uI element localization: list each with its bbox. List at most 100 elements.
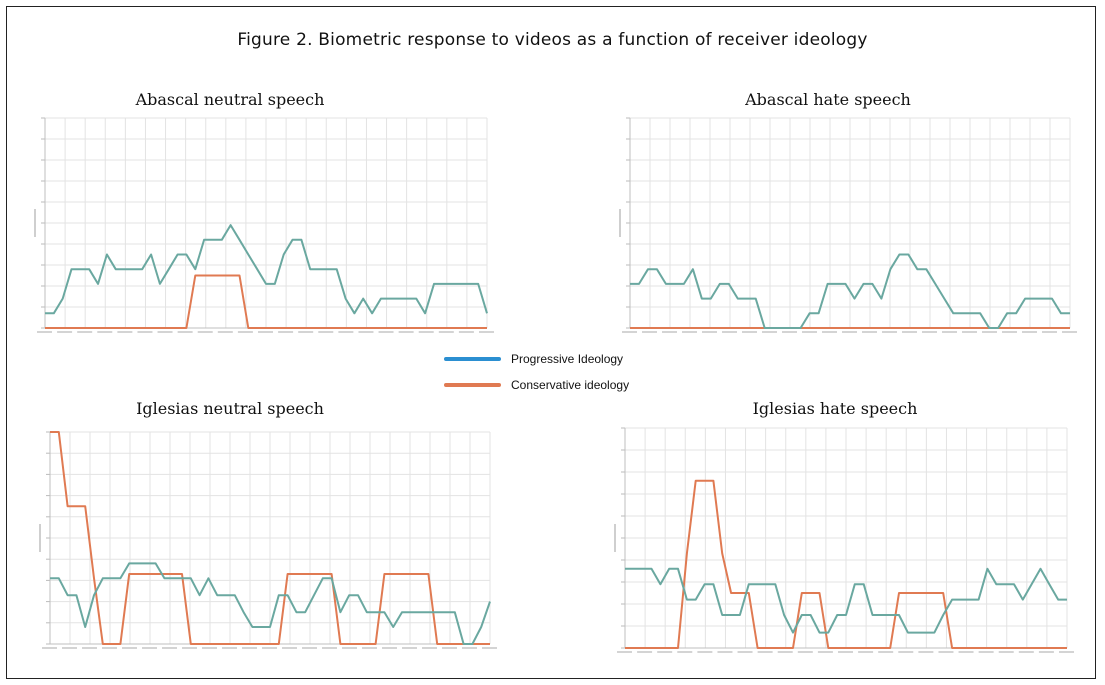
x-tick-mark xyxy=(102,647,117,649)
x-tick-mark xyxy=(697,651,713,653)
x-tick-mark xyxy=(157,331,173,333)
x-tick-mark xyxy=(717,651,733,653)
x-tick-mark xyxy=(777,651,793,653)
x-tick-mark xyxy=(902,331,917,333)
x-tick-mark xyxy=(318,331,334,333)
series-progressive-line xyxy=(625,567,1067,634)
x-tick-mark xyxy=(482,647,497,649)
x-tick-mark xyxy=(1018,651,1034,653)
x-tick-mark xyxy=(438,331,454,333)
chart-0 xyxy=(34,117,494,333)
x-tick-mark xyxy=(737,651,753,653)
x-tick-mark xyxy=(338,331,354,333)
x-tick-mark xyxy=(797,651,813,653)
x-tick-mark xyxy=(878,651,894,653)
x-tick-mark xyxy=(402,647,417,649)
x-tick-mark xyxy=(117,331,133,333)
x-tick-mark xyxy=(177,331,193,333)
x-tick-mark xyxy=(62,647,77,649)
x-tick-mark xyxy=(702,331,717,333)
x-tick-mark xyxy=(838,651,853,653)
y-axis-title-mark xyxy=(619,209,621,237)
x-tick-mark xyxy=(122,647,137,649)
series-conservative-line xyxy=(625,479,1067,649)
series-conservative-line xyxy=(50,431,490,645)
x-tick-mark xyxy=(998,651,1014,653)
x-tick-mark xyxy=(862,331,877,333)
x-tick-mark xyxy=(378,331,394,333)
x-tick-mark xyxy=(637,651,653,653)
x-tick-mark xyxy=(1062,331,1077,333)
legend-swatch-progressive xyxy=(444,357,501,361)
x-tick-mark xyxy=(1038,651,1054,653)
chart-2 xyxy=(39,431,497,649)
y-axis-title-mark xyxy=(39,524,41,552)
x-tick-mark xyxy=(642,331,657,333)
x-tick-mark xyxy=(237,331,253,333)
x-tick-mark xyxy=(462,647,477,649)
x-tick-mark xyxy=(202,647,217,649)
x-tick-mark xyxy=(222,647,237,649)
y-axis-title-mark xyxy=(34,209,36,237)
legend: Progressive Ideology Conservative ideolo… xyxy=(444,346,629,398)
legend-label-conservative: Conservative ideology xyxy=(511,378,630,392)
x-tick-mark xyxy=(942,331,957,333)
x-tick-mark xyxy=(278,331,294,333)
series-progressive-line xyxy=(630,253,1070,329)
chart-1 xyxy=(619,117,1077,333)
legend-item-progressive: Progressive Ideology xyxy=(444,346,629,372)
x-tick-mark xyxy=(162,647,177,649)
x-tick-mark xyxy=(978,651,994,653)
x-tick-mark xyxy=(82,647,97,649)
x-tick-mark xyxy=(882,331,897,333)
y-axis-title-mark xyxy=(614,524,616,552)
x-tick-mark xyxy=(918,651,934,653)
x-tick-mark xyxy=(398,331,414,333)
series-progressive-line xyxy=(50,562,491,645)
x-tick-mark xyxy=(479,331,494,333)
x-tick-mark xyxy=(458,331,474,333)
x-tick-mark xyxy=(842,331,857,333)
x-tick-mark xyxy=(57,331,73,333)
panel-title-iglesias-neutral: Iglesias neutral speech xyxy=(136,399,324,418)
x-tick-mark xyxy=(662,331,677,333)
panel-title-iglesias-hate: Iglesias hate speech xyxy=(752,399,918,418)
x-tick-mark xyxy=(1042,331,1057,333)
x-tick-mark xyxy=(422,647,437,649)
x-tick-mark xyxy=(258,331,273,333)
legend-label-progressive: Progressive Ideology xyxy=(511,352,624,366)
x-tick-mark xyxy=(802,331,817,333)
x-tick-mark xyxy=(182,647,197,649)
x-tick-mark xyxy=(282,647,297,649)
chart-3 xyxy=(614,427,1074,653)
x-tick-mark xyxy=(982,331,997,333)
x-tick-mark xyxy=(322,647,337,649)
x-tick-mark xyxy=(677,651,693,653)
x-tick-mark xyxy=(77,331,93,333)
x-tick-mark xyxy=(898,651,914,653)
panel-title-abascal-neutral: Abascal neutral speech xyxy=(135,90,325,109)
x-tick-mark xyxy=(242,647,257,649)
x-tick-mark xyxy=(617,651,632,653)
x-tick-mark xyxy=(298,331,314,333)
x-tick-mark xyxy=(302,647,317,649)
x-tick-mark xyxy=(762,331,777,333)
x-tick-mark xyxy=(822,331,837,333)
x-tick-mark xyxy=(217,331,233,333)
x-tick-mark xyxy=(42,647,57,649)
x-tick-mark xyxy=(362,647,377,649)
x-tick-mark xyxy=(657,651,673,653)
x-tick-mark xyxy=(682,331,697,333)
x-tick-mark xyxy=(1059,651,1074,653)
x-tick-mark xyxy=(358,331,374,333)
x-tick-mark xyxy=(938,651,954,653)
x-tick-mark xyxy=(922,331,937,333)
series-conservative-line xyxy=(45,274,487,329)
x-tick-mark xyxy=(418,331,434,333)
x-tick-mark xyxy=(1022,331,1037,333)
x-tick-mark xyxy=(197,331,213,333)
x-tick-mark xyxy=(742,331,757,333)
x-tick-mark xyxy=(137,331,153,333)
x-tick-mark xyxy=(622,331,637,333)
